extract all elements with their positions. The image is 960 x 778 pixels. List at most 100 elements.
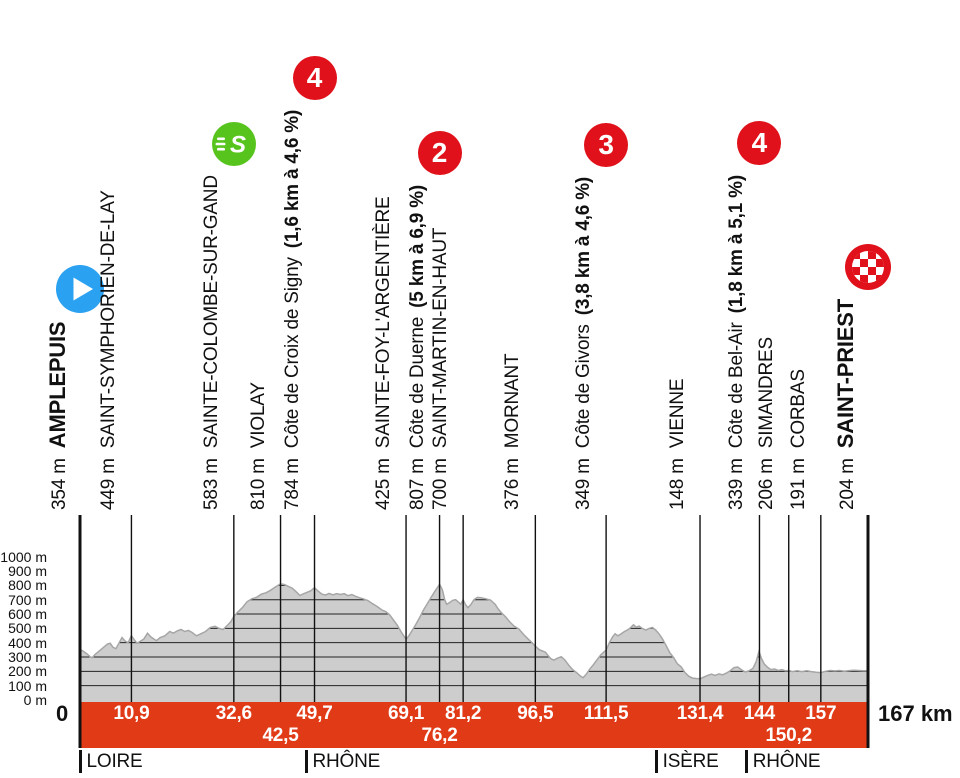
category-badge: 4 xyxy=(292,56,337,100)
location-name: MORNANT xyxy=(502,353,524,449)
y-axis-tick-label: 700 m xyxy=(8,591,47,608)
elevation-label: 700 m xyxy=(430,458,452,510)
elevation-label: 583 m xyxy=(200,458,222,510)
category-badge: 3 xyxy=(584,123,629,167)
waypoint-label: 148 m VIENNE xyxy=(667,379,689,510)
department-label: ISÈRE xyxy=(654,750,719,773)
waypoint-label: 784 m Côte de Croix de Signy (1,6 km à 4,6… xyxy=(282,110,304,510)
location-name: AMPLEPUIS xyxy=(45,321,70,449)
elevation-label: 148 m xyxy=(667,458,689,510)
distance-start-label: 0 xyxy=(56,701,69,726)
location-name: CORBAS xyxy=(787,369,809,449)
km-label: 69,1 xyxy=(387,703,425,724)
climb-detail: (1,8 km à 5,1 %) xyxy=(726,175,748,314)
department-name: RHÔNE xyxy=(312,751,381,772)
department-boundary-bar xyxy=(78,750,82,773)
department-boundary-bar xyxy=(304,750,308,773)
department-name: LOIRE xyxy=(86,751,143,772)
waypoint-label: 349 m Côte de Givors (3,8 km à 4,6 %) xyxy=(573,177,595,510)
department-name: ISÈRE xyxy=(662,751,719,772)
department-boundary-bar xyxy=(744,750,748,773)
waypoint-label: 449 m SAINT-SYMPHORIEN-DE-LAY xyxy=(98,190,120,510)
y-axis-tick-label: 100 m xyxy=(8,677,47,694)
elevation-label: 810 m xyxy=(247,458,269,510)
km-label: 111,5 xyxy=(583,703,629,724)
elevation-label: 339 m xyxy=(726,458,748,510)
km-label: 96,5 xyxy=(517,703,554,724)
department-label: RHÔNE xyxy=(744,750,821,773)
waypoint-label: 376 m MORNANT xyxy=(502,354,524,510)
finish-icon xyxy=(844,243,894,293)
elevation-label: 349 m xyxy=(573,458,595,510)
location-name: Côte de Bel-Air xyxy=(726,322,748,449)
y-axis-tick-label: 900 m xyxy=(8,563,47,580)
elevation-outline xyxy=(79,582,868,680)
location-name: VIOLAY xyxy=(247,382,269,449)
elevation-label: 449 m xyxy=(98,458,120,510)
waypoint-label: 807 m Côte de Duerne (5 km à 6,9 %) xyxy=(407,185,429,510)
department-boundary-bar xyxy=(654,750,658,773)
elevation-label: 807 m xyxy=(406,458,428,510)
svg-text:S: S xyxy=(230,132,246,159)
waypoint-label: 204 m SAINT-PRIEST xyxy=(833,299,858,510)
waypoint-label: 583 m SAINTE-COLOMBE-SUR-GAND xyxy=(201,175,223,510)
y-axis-tick-label: 300 m xyxy=(8,649,47,665)
y-axis-tick-label: 600 m xyxy=(8,606,47,623)
km-label: 131,4 xyxy=(676,703,724,724)
y-axis-tick-label: 200 m xyxy=(8,663,47,680)
km-label: 10,9 xyxy=(113,703,150,724)
location-name: Côte de Givors xyxy=(573,324,595,449)
km-label: 76,2 xyxy=(421,725,458,746)
climb-detail: (5 km à 6,9 %) xyxy=(406,184,428,308)
waypoint-label: 191 m CORBAS xyxy=(788,369,810,510)
location-name: SIMANDRES xyxy=(755,337,777,449)
climb-detail: (1,6 km à 4,6 %) xyxy=(281,109,303,249)
km-label: 157 xyxy=(805,703,837,724)
location-name: Côte de Croix de Signy xyxy=(281,257,303,449)
climb-detail: (3,8 km à 4,6 %) xyxy=(573,176,595,316)
elevation-label: 376 m xyxy=(502,458,524,510)
y-axis-tick-label: 0 m xyxy=(23,692,47,708)
category-badge: 4 xyxy=(737,121,782,165)
elevation-label: 191 m xyxy=(787,458,809,510)
km-label: 42,5 xyxy=(262,725,299,746)
location-name: SAINTE-COLOMBE-SUR-GAND xyxy=(200,175,222,449)
category-badge: 2 xyxy=(417,131,462,175)
waypoint-label: 206 m SIMANDRES xyxy=(756,337,778,510)
km-label: 150,2 xyxy=(765,725,812,746)
location-name: SAINT-SYMPHORIEN-DE-LAY xyxy=(98,190,120,449)
y-axis-tick-label: 400 m xyxy=(8,634,47,651)
waypoint-label: 354 m AMPLEPUIS xyxy=(45,321,70,510)
waypoint-label: 810 m VIOLAY xyxy=(248,382,270,510)
start-icon xyxy=(55,264,105,314)
elevation-label: 204 m xyxy=(837,458,858,510)
location-name: SAINT-MARTIN-EN-HAUT xyxy=(430,227,452,449)
km-label: 144 xyxy=(743,703,776,724)
y-axis-tick-label: 1000 m xyxy=(0,548,47,565)
distance-total-label: 167 km xyxy=(878,701,953,726)
location-name: SAINT-PRIEST xyxy=(833,299,858,449)
y-axis-tick-label: 800 m xyxy=(8,577,47,594)
distance-band xyxy=(80,702,868,748)
elevation-label: 354 m xyxy=(49,458,70,510)
elevation-label: 425 m xyxy=(373,458,395,510)
elevation-label: 784 m xyxy=(281,458,303,510)
department-name: RHÔNE xyxy=(752,751,821,772)
location-name: Côte de Duerne xyxy=(406,316,428,449)
waypoint-label: 339 m Côte de Bel-Air (1,8 km à 5,1 %) xyxy=(726,175,748,510)
department-label: LOIRE xyxy=(78,750,143,773)
elevation-label: 206 m xyxy=(755,458,777,510)
y-axis-tick-label: 500 m xyxy=(8,620,47,637)
sprint-icon: S xyxy=(211,121,261,171)
km-label: 81,2 xyxy=(445,703,482,724)
km-label: 32,6 xyxy=(215,703,252,724)
km-label: 49,7 xyxy=(296,703,333,724)
waypoint-label: 700 m SAINT-MARTIN-EN-HAUT xyxy=(430,228,452,510)
department-label: RHÔNE xyxy=(304,750,381,773)
location-name: SAINTE-FOY-L'ARGENTIÈRE xyxy=(373,196,395,449)
location-name: VIENNE xyxy=(667,378,689,449)
waypoint-label: 425 m SAINTE-FOY-L'ARGENTIÈRE xyxy=(373,196,395,510)
